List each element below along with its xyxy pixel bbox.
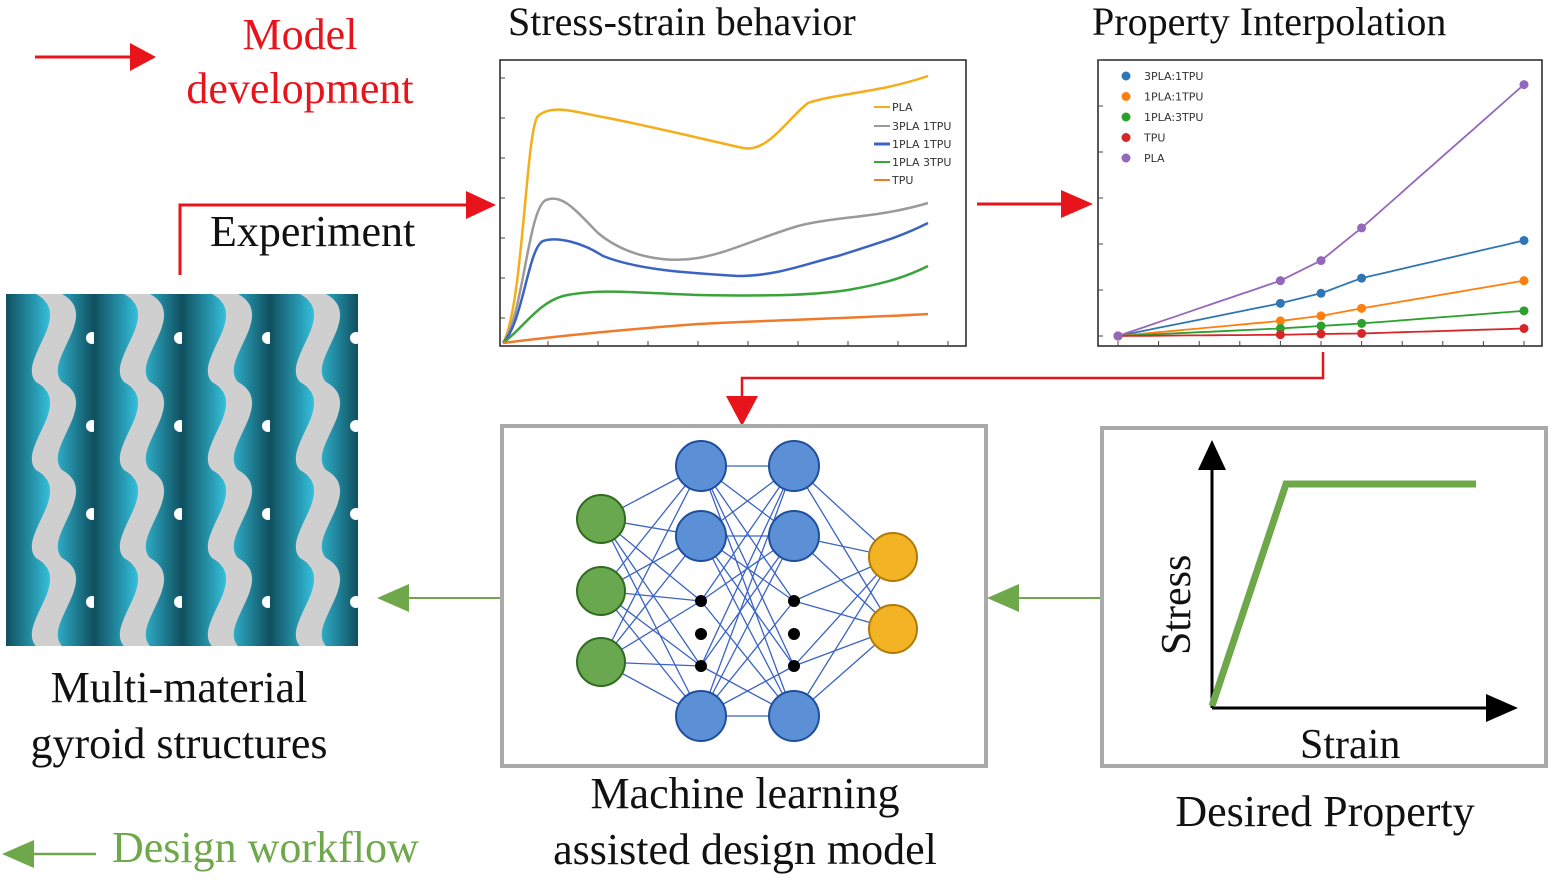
legend-pla: PLA xyxy=(892,101,913,114)
nn-edge xyxy=(600,518,702,667)
experiment-label: Experiment xyxy=(210,207,416,256)
ml-model-caption: Machine learning assisted design model xyxy=(553,769,937,874)
to-interpolation-arrow xyxy=(977,190,1093,218)
point-1pla-1tpu xyxy=(1275,316,1285,326)
legend-marker-1pla-3tpu xyxy=(1121,112,1131,122)
nn-edge xyxy=(700,465,795,667)
nn-edge xyxy=(793,465,894,630)
point-pla xyxy=(1519,80,1529,90)
point-1pla-3tpu xyxy=(1275,323,1285,333)
point-1pla-3tpu xyxy=(1316,321,1326,331)
to-gyroid-arrow xyxy=(377,584,503,612)
legend-label-tpu: TPU xyxy=(1143,132,1165,145)
nn-hidden-node xyxy=(675,440,727,492)
nn-edge xyxy=(600,590,702,717)
point-3pla-1tpu xyxy=(1357,273,1367,283)
design-workflow-arrow xyxy=(2,840,96,868)
point-1pla-1tpu xyxy=(1316,311,1326,321)
property-interpolation-title: Property Interpolation xyxy=(1092,0,1447,44)
legend-1pla-3tpu: 1PLA 3TPU xyxy=(892,156,951,169)
nn-input-node xyxy=(576,494,626,544)
point-tpu xyxy=(1519,323,1529,333)
legend-marker-3pla-1tpu xyxy=(1121,71,1131,81)
to-ml-model-arrow xyxy=(726,352,1325,426)
desired-curve xyxy=(1208,480,1476,708)
point-pla xyxy=(1275,276,1285,286)
nn-output-node xyxy=(868,532,918,582)
model-development-label: Model development xyxy=(186,10,414,113)
curve-1pla-3tpu xyxy=(502,264,929,344)
legend-marker-pla xyxy=(1121,153,1131,163)
point-pla xyxy=(1113,331,1123,341)
point-1pla-1tpu xyxy=(1519,276,1529,286)
legend-1pla-1tpu: 1PLA 1TPU xyxy=(892,138,951,151)
curve-3pla-1tpu xyxy=(501,197,929,344)
gyroid-caption: Multi-material gyroid structures xyxy=(30,663,328,768)
nn-input-node xyxy=(576,566,626,616)
nn-edge xyxy=(600,465,702,663)
ml-model-box xyxy=(500,424,988,768)
strain-label: Strain xyxy=(1300,722,1400,768)
point-3pla-1tpu xyxy=(1316,288,1326,298)
desired-property-box: Stress Strain xyxy=(1100,426,1548,768)
nn-edge xyxy=(700,535,795,667)
point-tpu xyxy=(1316,329,1326,339)
nn-output-node xyxy=(868,604,918,654)
nn-edge xyxy=(700,465,795,602)
legend-label-1pla-1tpu: 1PLA:1TPU xyxy=(1144,91,1203,104)
point-tpu xyxy=(1357,328,1367,338)
stress-label: Stress xyxy=(1154,555,1200,655)
nn-hidden-node xyxy=(768,510,820,562)
point-1pla-1tpu xyxy=(1357,303,1367,313)
legend-label-1pla-3tpu: 1PLA:3TPU xyxy=(1144,111,1203,124)
curve-tpu xyxy=(502,312,929,345)
legend-marker-1pla-1tpu xyxy=(1121,92,1131,101)
nn-input-node xyxy=(576,637,626,687)
experiment-arrow xyxy=(178,191,496,275)
nn-edge xyxy=(600,465,702,592)
nn-hidden-node xyxy=(675,510,727,562)
point-3pla-1tpu xyxy=(1519,235,1529,245)
to-ml-design-arrow xyxy=(987,584,1105,612)
stress-strain-chart: PLA 3PLA 1TPU 1PLA 1TPU 1PLA 3TPU TPU xyxy=(499,59,967,347)
desired-property-caption: Desired Property xyxy=(1175,787,1475,836)
legend-marker-tpu xyxy=(1121,133,1131,142)
nn-edge xyxy=(700,535,795,717)
gyroid-structure-image xyxy=(6,294,358,646)
nn-edge xyxy=(793,556,894,717)
model-development-arrow xyxy=(35,43,156,71)
stress-strain-title: Stress-strain behavior xyxy=(508,0,856,44)
nn-hidden-node xyxy=(768,440,820,492)
point-1pla-3tpu xyxy=(1519,306,1529,316)
point-1pla-3tpu xyxy=(1357,318,1367,328)
design-workflow-label: Design workflow xyxy=(112,823,419,872)
nn-hidden-node xyxy=(768,690,820,742)
legend-3pla-1tpu: 3PLA 1TPU xyxy=(892,120,951,133)
curve-1pla-1tpu xyxy=(502,221,929,344)
point-3pla-1tpu xyxy=(1275,298,1285,308)
legend-tpu: TPU xyxy=(891,174,913,187)
point-pla xyxy=(1357,223,1367,233)
nn-hidden-node xyxy=(675,690,727,742)
legend-label-3pla-1tpu: 3PLA:1TPU xyxy=(1144,70,1203,83)
property-interpolation-chart: 3PLA:1TPU 1PLA:1TPU 1PLA:3TPU TPU PLA xyxy=(1097,59,1543,347)
nn-edge xyxy=(600,535,702,663)
legend-label-pla: PLA xyxy=(1144,152,1165,165)
point-tpu xyxy=(1275,330,1285,340)
point-pla xyxy=(1316,256,1326,266)
curve-pla xyxy=(501,74,929,344)
stress-strain-legend: PLA 3PLA 1TPU 1PLA 1TPU 1PLA 3TPU TPU xyxy=(874,101,951,187)
nn-edge xyxy=(600,518,702,717)
